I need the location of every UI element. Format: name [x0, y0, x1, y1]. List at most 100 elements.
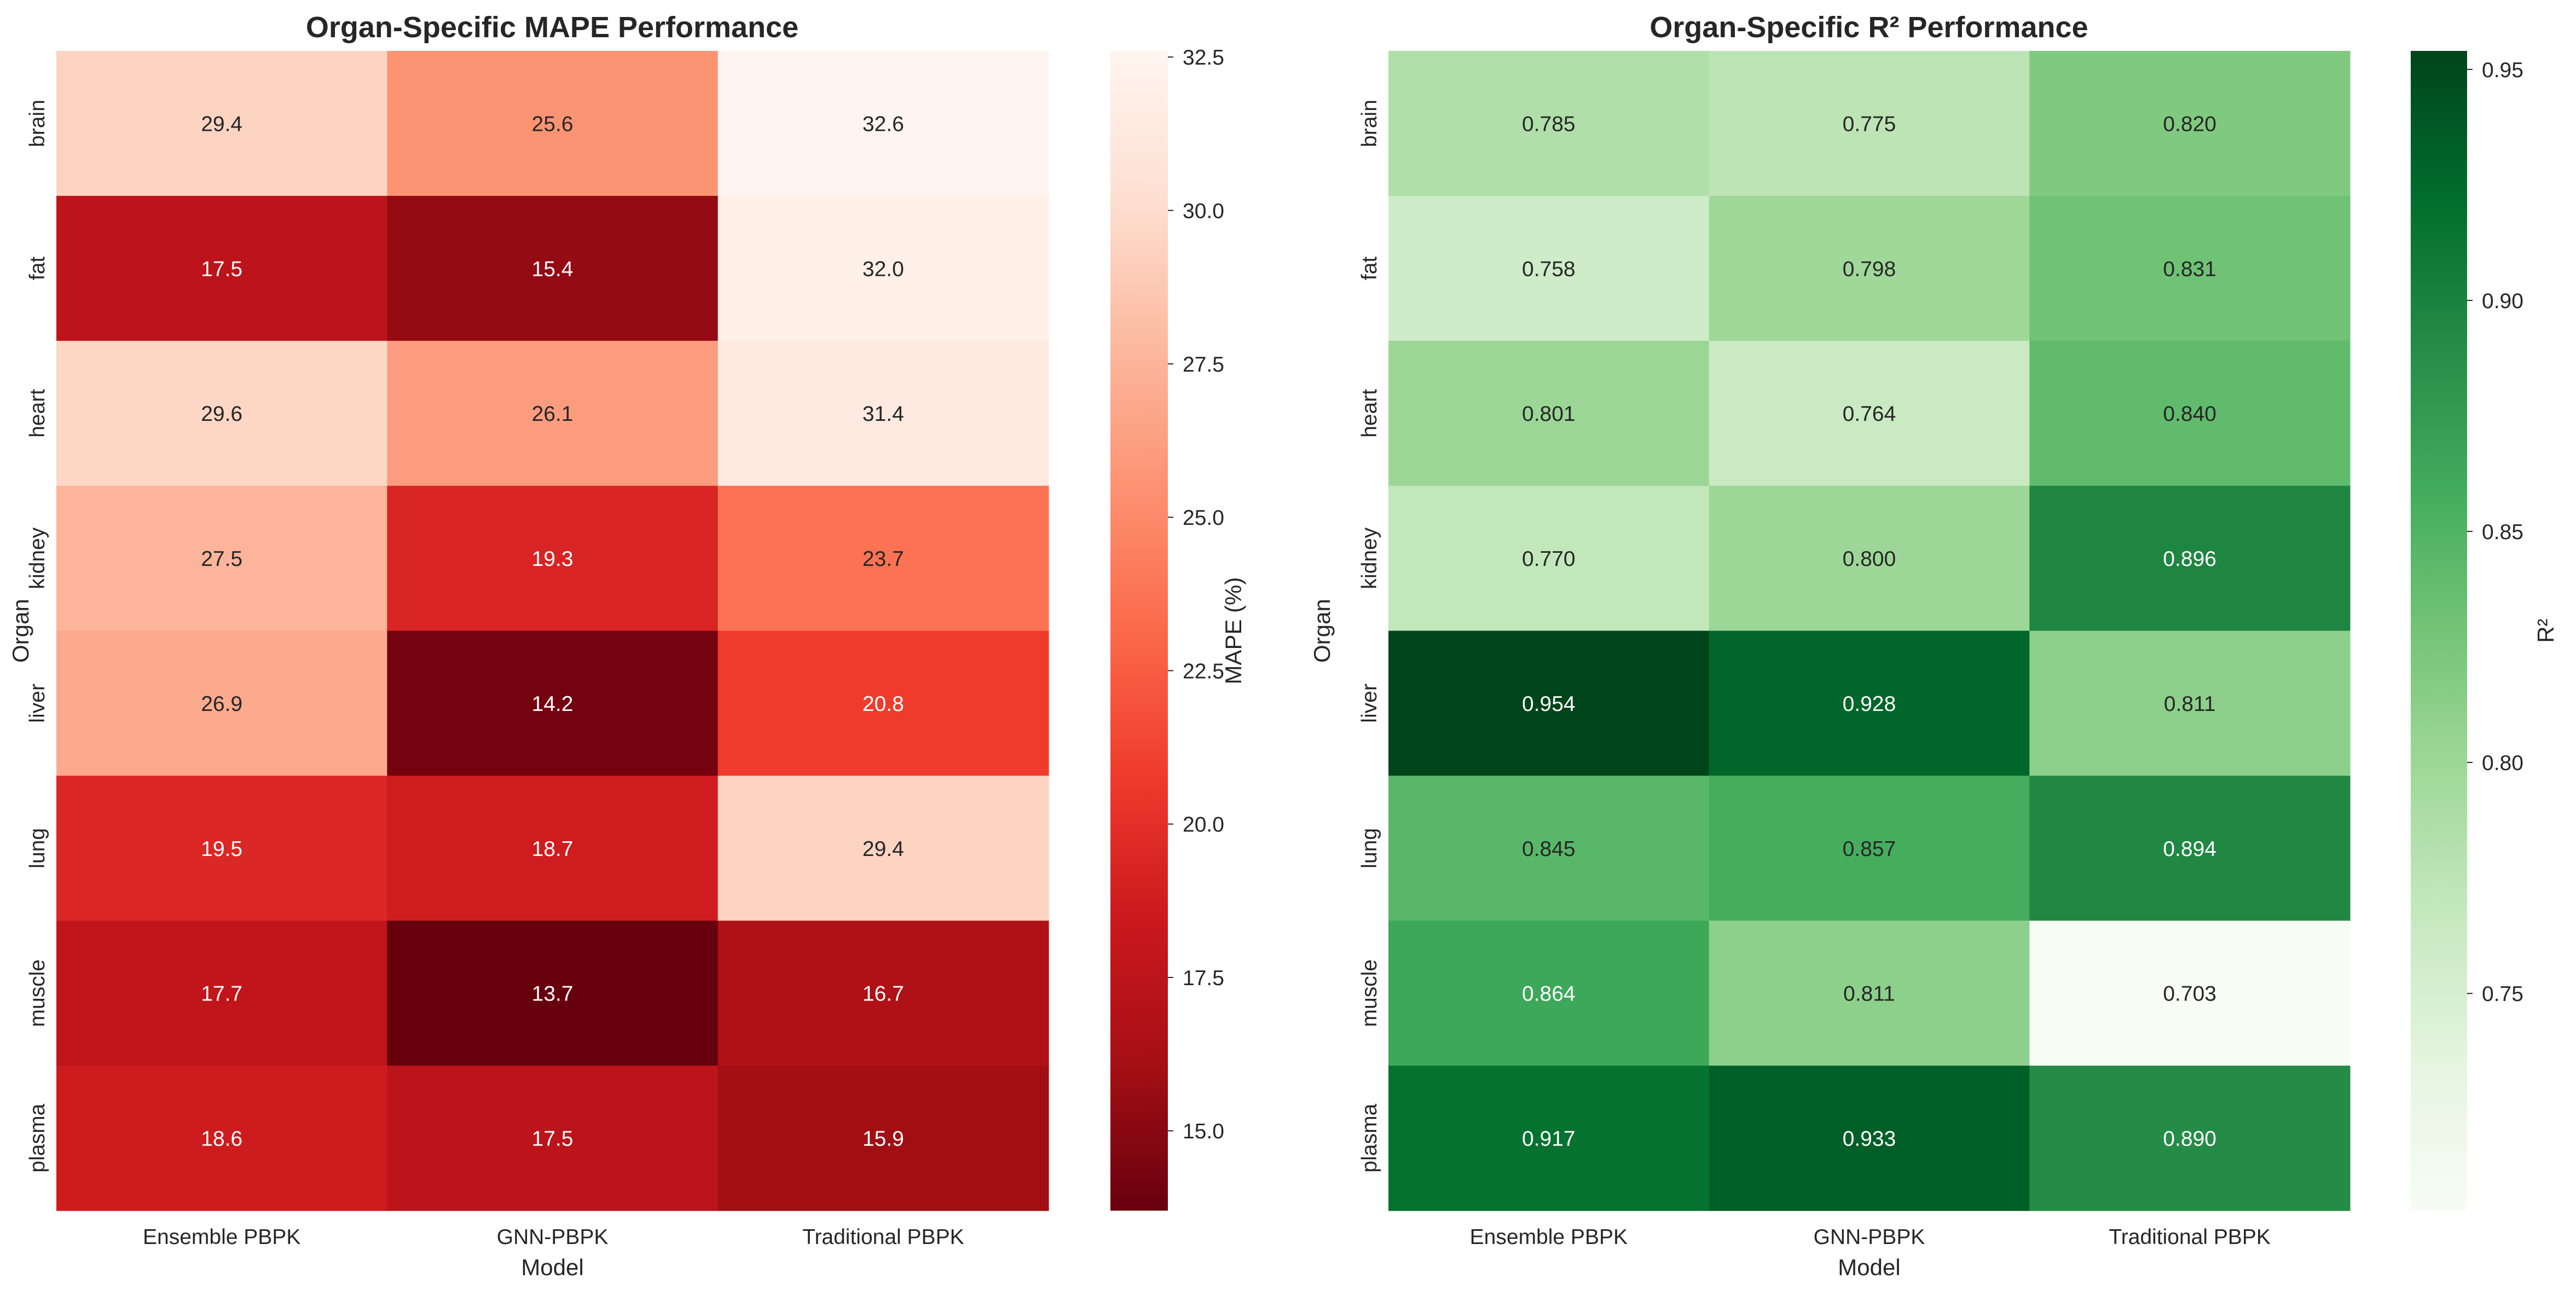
cell-value-label: 29.6 [201, 402, 242, 426]
heatmap-cell [1388, 51, 1710, 196]
heatmap-cell [1709, 921, 2030, 1066]
colorbar-tick-label: 20.0 [1183, 813, 1224, 837]
cell-value-label: 0.820 [2163, 112, 2216, 136]
heatmap-cell [717, 776, 1049, 921]
x-tick-label: GNN-PBPK [497, 1225, 609, 1249]
colorbar-tick-label: 30.0 [1183, 200, 1224, 223]
cell-value-label: 0.845 [1522, 837, 1576, 861]
heatmap-cell [1388, 340, 1710, 487]
cell-value-label: 0.785 [1522, 112, 1576, 136]
colorbar-label: MAPE (%) [1220, 577, 1246, 684]
y-tick-label: liver [1358, 684, 1381, 723]
y-tick-label: kidney [26, 527, 49, 589]
heatmap-cell [387, 1066, 719, 1211]
cell-value-label: 23.7 [862, 547, 904, 571]
y-tick-label: kidney [1358, 527, 1381, 589]
cell-value-label: 19.3 [532, 547, 574, 571]
colorbar-tick-label: 27.5 [1183, 353, 1224, 377]
cell-value-label: 19.5 [201, 837, 242, 861]
heatmap-cell [387, 630, 719, 776]
cell-value-label: 0.801 [1522, 402, 1576, 426]
cell-value-label: 32.0 [862, 257, 904, 281]
x-axis-label: Model [1838, 1254, 1900, 1280]
cell-value-label: 0.811 [1843, 982, 1895, 1006]
colorbar-tick-label: 25.0 [1183, 506, 1224, 530]
heatmap-cell [2029, 340, 2351, 487]
heatmap-cell [2029, 485, 2351, 632]
heatmap-cell [2029, 776, 2351, 921]
cell-value-label: 29.4 [862, 837, 904, 861]
heatmap-cell [717, 921, 1049, 1066]
colorbar [2411, 51, 2467, 1211]
cell-value-label: 0.811 [2164, 692, 2216, 716]
chart-title: Organ-Specific R² Performance [1649, 11, 2088, 44]
cell-value-label: 15.9 [862, 1127, 904, 1151]
colorbar-tick-label: 32.5 [1183, 46, 1224, 70]
cell-value-label: 14.2 [532, 692, 574, 716]
colorbar [1110, 51, 1168, 1211]
cell-value-label: 18.7 [532, 837, 574, 861]
cell-value-label: 0.954 [1522, 692, 1576, 716]
y-tick-label: fat [1358, 256, 1381, 280]
cell-value-label: 0.917 [1522, 1127, 1576, 1151]
colorbar-tick-label: 0.85 [2482, 520, 2523, 544]
heatmap-cell [2029, 195, 2351, 342]
cell-value-label: 31.4 [862, 402, 904, 426]
heatmap-cell [717, 1066, 1049, 1211]
colorbar-tick-label: 15.0 [1183, 1120, 1224, 1143]
cell-value-label: 0.831 [2163, 257, 2216, 281]
heatmap-cell [717, 51, 1049, 196]
cell-value-label: 13.7 [532, 982, 574, 1006]
x-tick-label: Traditional PBPK [802, 1225, 964, 1249]
colorbar-tick-label: 0.95 [2482, 59, 2523, 82]
cell-value-label: 0.840 [2163, 402, 2216, 426]
cell-value-label: 32.6 [862, 112, 904, 136]
cell-value-label: 0.798 [1843, 257, 1896, 281]
heatmap-panel-1: Organ-Specific MAPE Performance 29.4 25.6 3… [8, 11, 1246, 1280]
cell-value-label: 0.775 [1843, 112, 1896, 136]
colorbar-tick-label: 0.75 [2482, 982, 2523, 1006]
x-tick-label: Ensemble PBPK [1470, 1225, 1628, 1249]
colorbar-tick-label: 17.5 [1183, 967, 1224, 990]
heatmap-panel-2: Organ-Specific R² Performance 0.785 0.775 0… [1309, 11, 2558, 1280]
cell-value-label: 20.8 [862, 692, 904, 716]
heatmap-cell [1709, 630, 2030, 776]
heatmap-cell [2029, 51, 2351, 196]
colorbar-tick-label: 22.5 [1183, 659, 1224, 683]
heatmap-cell [1709, 195, 2030, 342]
y-axis-label: Organ [8, 599, 33, 663]
heatmap-cell [1388, 1066, 1710, 1211]
colorbar-label: R² [2533, 618, 2558, 643]
heatmap-cell [56, 485, 387, 632]
heatmap-cell [387, 485, 719, 632]
cell-value-label: 17.7 [201, 982, 242, 1006]
heatmap-cell [56, 776, 387, 921]
cell-value-label: 0.800 [1843, 547, 1896, 571]
heatmap-cell [1388, 921, 1710, 1066]
y-tick-label: plasma [1358, 1103, 1381, 1172]
heatmap-cell [387, 195, 719, 342]
heatmap-cell [56, 51, 387, 196]
cell-value-label: 0.770 [1522, 547, 1576, 571]
heatmap-cell [56, 1066, 387, 1211]
cell-value-label: 0.764 [1843, 402, 1896, 426]
cell-value-label: 26.1 [532, 402, 574, 426]
x-tick-label: GNN-PBPK [1814, 1225, 1925, 1249]
cell-value-label: 0.896 [2163, 547, 2216, 571]
heatmap-cell [717, 485, 1049, 632]
cell-value-label: 0.933 [1843, 1127, 1896, 1151]
heatmap-cell [56, 340, 387, 487]
y-tick-label: heart [1358, 389, 1381, 438]
cell-value-label: 18.6 [201, 1127, 242, 1151]
heatmap-cell [1388, 776, 1710, 921]
cell-value-label: 29.4 [201, 112, 242, 136]
heatmap-cell [1388, 485, 1710, 632]
cell-value-label: 17.5 [201, 257, 242, 281]
cell-value-label: 0.864 [1522, 982, 1576, 1006]
heatmap-cell [1709, 340, 2030, 487]
heatmap-cell [2029, 630, 2351, 776]
heatmap-cell [1388, 195, 1710, 342]
heatmap-cell [1388, 630, 1710, 776]
y-tick-label: lung [26, 828, 49, 869]
